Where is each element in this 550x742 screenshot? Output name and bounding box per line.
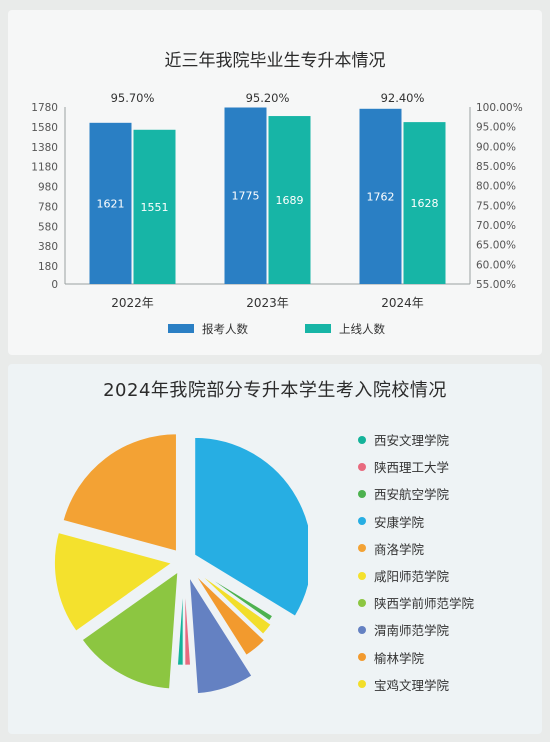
pie-chart [53,432,308,695]
pie-slice [176,576,185,667]
y2-tick-label: 70.00% [476,220,516,232]
legend-label: 陕西学前师范学院 [374,596,475,612]
bar-applicants [359,108,402,284]
legend-label: 宝鸡文理学院 [374,677,450,693]
legend-swatch [168,324,194,333]
y-tick-label: 780 [38,201,58,213]
legend-label: 报考人数 [202,322,248,336]
pie-slice [53,531,173,633]
legend-dot-icon [358,517,366,526]
rate-label: 95.20% [246,91,290,105]
y-tick-label: 380 [38,241,58,253]
bar-admitted [403,122,446,284]
pie-slice [183,576,192,667]
bar-applicants [89,122,132,285]
bar-admitted [268,116,311,284]
bar-applicants [224,107,267,284]
y2-tick-label: 95.00% [476,122,516,134]
legend-dot-icon [358,544,366,553]
rate-label: 95.70% [111,91,155,105]
y-tick-label: 0 [51,279,58,291]
chart-panel-graduates: 近三年我院毕业生专升本情况 1780 1580 1380 1180 980 780 580 3… [8,10,542,355]
y2-tick-label: 75.00% [476,200,516,212]
y-tick-label: 1180 [31,162,58,174]
legend-label: 陕西理工大学 [374,460,450,476]
legend-item: 咸阳师范学院 [358,562,538,589]
legend-label: 西安航空学院 [374,487,450,503]
legend-item: 西安文理学院 [358,426,538,453]
bar-value-label: 1551 [141,201,169,214]
y-tick-label: 980 [38,182,58,194]
y-tick-label: 1580 [31,122,58,134]
bar-value-label: 1621 [97,197,125,210]
legend-dot-icon [358,598,366,607]
legend-item: 榆林学院 [358,644,538,671]
bar-value-label: 1762 [367,190,395,203]
legend-dot-icon [358,653,366,662]
rate-label: 92.40% [381,91,425,105]
y-tick-label: 580 [38,221,58,233]
chart-title: 近三年我院毕业生专升本情况 [164,51,386,71]
legend-label: 西安文理学院 [374,433,450,449]
legend-item: 宝鸡文理学院 [358,671,538,698]
y2-tick-label: 90.00% [476,141,516,153]
legend-item: 渭南师范学院 [358,616,538,643]
legend-dot-icon [358,625,366,634]
legend-dot-icon [358,435,366,444]
pie-slice [196,569,274,622]
legend-dot-icon [358,680,366,689]
pie-slice [188,575,253,695]
bar-value-label: 1689 [276,194,304,207]
pie-slice [81,570,179,690]
y2-tick-label: 60.00% [476,259,516,271]
chart-panel-universities: 2024年我院部分专升本学生考入院校情况 西安文理学院 陕西理工大学 西安航空学院安… [8,364,542,734]
legend-label: 渭南师范学院 [374,623,450,639]
y2-tick-label: 55.00% [476,279,516,291]
y-tick-label: 1380 [31,142,58,154]
bar-value-label: 1628 [411,197,439,210]
bar-chart: 1780 1580 1380 1180 980 780 580 380 180 0 100.00% 9… [31,91,523,336]
pie-slice [193,572,266,657]
y-tick-label: 1780 [31,102,58,114]
legend-item: 西安航空学院 [358,480,538,507]
legend-item: 安康学院 [358,508,538,535]
legend-dot-icon [358,462,366,471]
legend-label: 上线人数 [339,322,385,336]
x-tick-label: 2024年 [381,296,424,310]
pie-slice [193,436,308,618]
y2-tick-label: 100.00% [476,102,523,114]
pie-slice [195,570,273,636]
y2-tick-label: 85.00% [476,161,516,173]
x-tick-label: 2023年 [246,296,289,310]
legend-item: 陕西学前师范学院 [358,589,538,616]
bar-admitted [133,129,176,284]
legend-item: 商洛学院 [358,535,538,562]
y2-tick-label: 65.00% [476,240,516,252]
legend-dot-icon [358,489,366,498]
bar-value-label: 1775 [232,190,260,203]
pie-legend: 西安文理学院 陕西理工大学 西安航空学院 安康学院商洛学院咸阳师范学院陕西学前师范学院… [358,426,538,698]
legend-dot-icon [358,571,366,580]
legend-label: 安康学院 [374,514,425,530]
legend-label: 咸阳师范学院 [374,569,450,585]
chart-title: 2024年我院部分专升本学生考入院校情况 [103,380,447,401]
legend-item: 陕西理工大学 [358,453,538,480]
legend-swatch [305,324,331,333]
y-tick-label: 180 [38,261,58,273]
legend-label: 商洛学院 [374,541,425,557]
pie-slice [62,432,178,553]
legend-label: 榆林学院 [374,650,425,666]
y2-tick-label: 80.00% [476,181,516,193]
x-tick-label: 2022年 [111,296,154,310]
